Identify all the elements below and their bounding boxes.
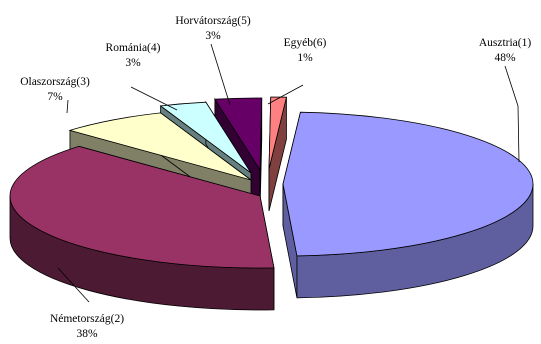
slices-layer [9,96,534,311]
leader-line [210,43,231,106]
slice-percent-label: 7% [47,91,63,103]
slice-label: Németország(2) [50,313,124,325]
slice-label: Románia(4) [106,42,161,54]
leader-line [57,267,90,303]
pie-slice-top [214,97,263,172]
pie-slice-top [282,111,534,257]
leader-lines [57,43,520,303]
pie-slice [268,96,287,212]
leader-line [66,99,69,114]
slice-percent-label: 38% [76,328,98,340]
pie-slice-top [159,101,252,174]
leader-line [130,86,178,111]
slice-percent-label: 1% [297,52,313,64]
slice-label: Olaszország(3) [20,76,90,88]
slice-percent-label: 48% [494,52,516,64]
slice-label: Horvátország(5) [175,15,251,27]
leader-line [267,84,304,105]
slice-percent-label: 3% [205,30,221,42]
pie-slice-top [68,112,252,181]
labels-layer: Ausztria(1) 48% Németország(2) 38% Olaszorsz… [20,15,531,340]
slice-label: Ausztria(1) [479,37,532,49]
slice-percent-label: 3% [125,57,141,69]
pie-slice [282,111,534,299]
pie-slice-top [268,96,287,170]
slice-label: Egyéb(6) [284,37,327,49]
leader-line [504,65,520,163]
pie-slice-top [9,145,275,269]
pie-slice [9,145,275,311]
